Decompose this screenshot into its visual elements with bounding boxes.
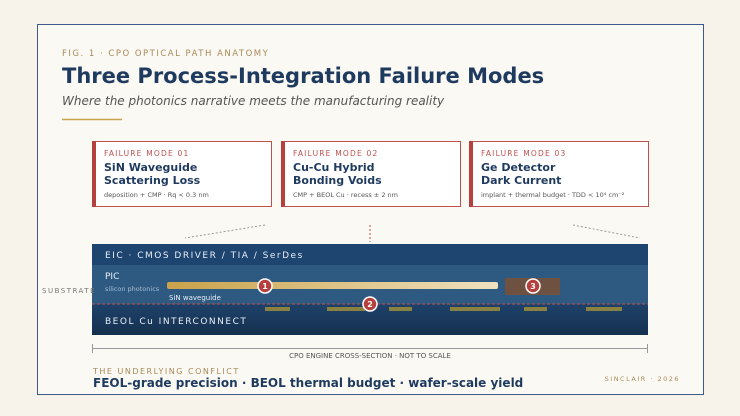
marker-number: 3 [530, 282, 536, 291]
card-accent [281, 141, 285, 207]
caption: CPO ENGINE CROSS-SECTION · NOT TO SCALE [289, 352, 451, 360]
figure-label: FIG. 1 · CPO OPTICAL PATH ANATOMY [62, 49, 269, 59]
conflict-statement: FEOL-grade precision · BEOL thermal budg… [93, 376, 523, 390]
credit: SINCLAIR · 2026 [605, 375, 680, 383]
pic-label: PIC [105, 272, 119, 282]
marker-number: 1 [262, 282, 268, 291]
scale-bracket [92, 344, 648, 353]
card-title: Scattering Loss [104, 174, 201, 187]
card-label: FAILURE MODE 02 [293, 149, 378, 158]
leader [572, 224, 641, 239]
card-title: Bonding Voids [293, 174, 382, 187]
card-box [469, 141, 649, 207]
card-title: SiN Waveguide [104, 161, 197, 174]
eic-label: EIC · CMOS DRIVER / TIA / SerDes [105, 251, 304, 261]
card-accent [469, 141, 473, 207]
marker-dot [525, 278, 541, 294]
card-title: Dark Current [481, 174, 561, 187]
leader [184, 224, 266, 239]
conflict-label: THE UNDERLYING CONFLICT [92, 367, 240, 376]
beol-label: BEOL Cu INTERCONNECT [105, 317, 247, 327]
title: Three Process-Integration Failure Modes [62, 64, 544, 88]
card-note: deposition + CMP · Rq < 0.3 nm [104, 191, 209, 199]
waveguide [167, 282, 498, 289]
card-box [92, 141, 272, 207]
card-label: FAILURE MODE 03 [481, 149, 566, 158]
subtitle: Where the photonics narrative meets the … [62, 94, 445, 108]
card-label: FAILURE MODE 01 [104, 149, 189, 158]
card-title: Ge Detector [481, 161, 556, 174]
pic-sublabel: silicon photonics [105, 285, 160, 293]
card-box [281, 141, 461, 207]
substrate-label: SUBSTRATE [42, 287, 96, 295]
markers: 1 2 3 [257, 278, 541, 312]
card-note: CMP + BEOL Cu · recess ± 2 nm [293, 191, 398, 199]
card-accent [92, 141, 96, 207]
marker-dot [362, 296, 378, 312]
cu-pads [265, 307, 622, 311]
marker-dot [257, 278, 273, 294]
eic-layer [92, 244, 648, 265]
card-title: Cu-Cu Hybrid [293, 161, 375, 174]
waveguide-label: SiN waveguide [169, 294, 221, 302]
card-note: implant + thermal budget · TDD < 10⁴ cm⁻… [481, 191, 625, 199]
marker-number: 2 [367, 300, 373, 309]
